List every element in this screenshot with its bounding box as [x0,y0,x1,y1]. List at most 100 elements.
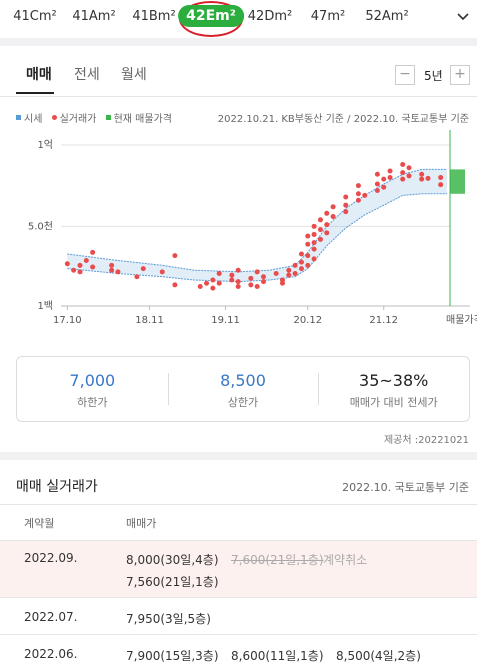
trade-tab[interactable]: 월세 [121,67,147,83]
stat-value: 35~38% [359,371,429,390]
legend-swatch [105,115,111,120]
trade-point [317,227,323,233]
trade-point [216,280,222,286]
trade-point [229,272,235,278]
legend-swatch [16,115,21,120]
price: 7,900(15일,3층) [126,649,219,663]
period[interactable]: 5년 [424,69,443,83]
trade-point [298,266,304,272]
trade-point [387,168,393,174]
trade-point [71,267,77,273]
x-tick-label: 21.12 [369,315,398,326]
trade-point [279,280,285,286]
trade-point [298,251,304,257]
y-tick-label: 1억 [37,139,53,151]
trade-point [90,264,96,270]
trade-point [172,253,178,259]
trade-point [355,183,361,189]
stat-value: 8,500 [220,371,266,390]
trade-point [210,277,216,283]
section-source: 2022.10. 국토교통부 기준 [342,481,469,494]
trade-point [419,171,425,177]
trade-point [305,262,311,268]
trade-point [381,176,387,182]
band-area [67,169,448,282]
size-tab[interactable]: 52Am² [365,9,409,24]
trade-point [343,202,349,208]
trade-point [115,269,121,275]
legend-label: 실거래가 [59,114,97,125]
trade-point [229,277,235,283]
trade-point [197,283,203,289]
trade-point [381,184,387,190]
trade-point [159,269,165,275]
stat-box: 7,000 하한가 8,500 상한가 35~38% 매매가 대비 전세가 [16,356,470,422]
trade-point [374,171,380,177]
trade-point [305,241,311,247]
x-tick-label: 18.11 [135,315,164,326]
trade-point [235,283,241,289]
trade-point [292,262,298,268]
price: 7,560(21일,1층) [126,575,219,589]
trade-point [311,223,317,229]
trade-point [324,210,330,216]
trade-point [134,274,140,280]
trade-tab[interactable]: 전세 [74,67,100,83]
trade-point [109,262,115,268]
stat-value: 7,000 [69,371,116,390]
x-tick-label: 19.11 [211,315,240,326]
trade-point [305,253,311,259]
table-header: 계약월 매매가 [0,504,477,541]
chevron[interactable] [456,12,470,22]
trade-point [343,194,349,200]
stat: 35~38% 매매가 대비 전세가 [318,357,469,421]
minus-button[interactable]: − [395,65,415,85]
trade-point [311,246,317,252]
stat: 8,500 상한가 [167,357,319,421]
header-cell: 매매가 [126,517,157,530]
trade-point [400,170,406,176]
trade-tab[interactable]: 매매 [26,67,52,83]
trade-point [362,192,368,198]
trade-point [419,176,425,182]
trade-point [305,233,311,239]
trade-point [343,209,349,215]
trade-point [324,230,330,236]
current-range [450,169,465,194]
size-tab[interactable]: 41Cm² [13,9,57,24]
band-line [67,168,447,273]
chart-source: 2022.10.21. KB부동산 기준 / 2022.10. 국토교통부 기준 [217,114,469,125]
trade-point [298,259,304,265]
trade-point [90,249,96,255]
trade-point [292,270,298,276]
trade-point [355,197,361,203]
section-title: 매매 실거래가 [16,479,98,495]
trade-point [77,269,83,275]
size-tab[interactable]: 41Bm² [132,9,176,24]
trade-point [204,280,210,286]
trade-point [77,262,83,268]
trade-point [216,270,222,276]
size-tab[interactable]: 41Am² [72,9,116,24]
trade-point [254,269,260,275]
trade-point [248,282,254,288]
trade-point [140,266,146,272]
size-tab[interactable]: 42Dm² [247,9,293,24]
provider: 제공처 :20221021 [383,435,469,446]
x-tick-label: 17.10 [53,315,82,326]
trade-point [286,267,292,273]
trade-point [355,191,361,197]
size-tab[interactable]: 42Em² [178,5,244,27]
y-tick-label: 1백 [37,300,53,312]
trade-point [400,176,406,182]
divider [0,38,477,46]
plus-button[interactable]: + [450,65,470,85]
trade-point [311,256,317,262]
price: 8,000(30일,4층) [126,553,219,567]
trade-point [235,279,241,285]
x-tick-label: 20.12 [293,315,322,326]
size-tab[interactable]: 47m² [310,9,346,24]
divider [0,452,477,460]
price: 8,500(4일,2층) [336,649,421,663]
